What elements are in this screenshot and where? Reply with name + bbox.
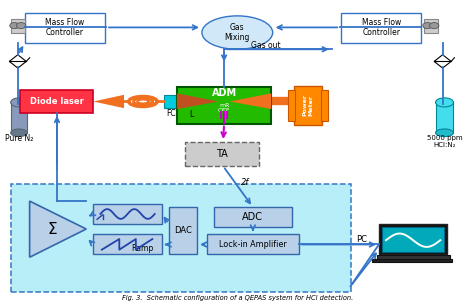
Text: Fig. 3.  Schematic configuration of a QEPAS system for HCl detection.: Fig. 3. Schematic configuration of a QEP… — [122, 295, 353, 301]
Circle shape — [10, 23, 19, 29]
Text: FC: FC — [166, 109, 175, 118]
Polygon shape — [9, 55, 26, 68]
Bar — [25, 13, 105, 43]
Bar — [93, 204, 162, 224]
Bar — [164, 95, 177, 108]
Polygon shape — [230, 93, 271, 109]
Text: PC: PC — [356, 235, 367, 243]
Polygon shape — [434, 55, 451, 68]
Ellipse shape — [11, 129, 27, 137]
Text: 2f: 2f — [241, 178, 249, 187]
Bar — [207, 235, 299, 254]
Bar — [376, 255, 450, 260]
Text: Mass Flow
Controller: Mass Flow Controller — [46, 18, 85, 37]
Bar — [93, 235, 162, 254]
Bar — [288, 90, 295, 120]
Bar — [11, 185, 351, 292]
Ellipse shape — [436, 129, 454, 137]
Ellipse shape — [11, 98, 27, 107]
Text: TA: TA — [216, 149, 228, 159]
Polygon shape — [93, 95, 124, 108]
Circle shape — [429, 23, 439, 29]
Bar — [11, 19, 25, 33]
Bar — [177, 87, 271, 124]
Text: Diode laser: Diode laser — [30, 97, 84, 106]
Bar — [382, 227, 444, 252]
Bar — [185, 142, 258, 166]
Bar — [321, 90, 328, 120]
Text: DAC: DAC — [174, 226, 192, 235]
Circle shape — [423, 23, 432, 29]
Text: ADM: ADM — [211, 88, 237, 98]
Bar — [379, 224, 447, 254]
Text: Power
Meter: Power Meter — [303, 95, 313, 117]
Text: Ramp: Ramp — [131, 244, 154, 253]
Circle shape — [17, 23, 26, 29]
Bar — [169, 207, 197, 254]
Polygon shape — [177, 93, 219, 109]
Text: ADC: ADC — [242, 212, 263, 222]
Ellipse shape — [436, 98, 454, 107]
Text: Mass Flow
Controller: Mass Flow Controller — [362, 18, 401, 37]
Text: Σ: Σ — [47, 221, 57, 236]
Bar — [11, 102, 27, 133]
Text: L: L — [190, 110, 194, 119]
Bar — [186, 95, 197, 109]
Bar — [20, 90, 93, 113]
Bar — [424, 19, 438, 33]
Text: Lock-in Amplifier: Lock-in Amplifier — [219, 240, 287, 249]
Bar — [436, 102, 454, 133]
Ellipse shape — [202, 16, 273, 49]
Text: QTF: QTF — [218, 108, 230, 113]
Bar — [372, 259, 452, 262]
Polygon shape — [29, 201, 86, 257]
Text: Gas
Mixing: Gas Mixing — [225, 23, 250, 42]
Bar — [214, 207, 292, 227]
Bar — [341, 13, 421, 43]
Text: Pure N₂: Pure N₂ — [5, 134, 33, 143]
Text: 5000 ppm
HCl:N₂: 5000 ppm HCl:N₂ — [427, 135, 462, 148]
Bar — [294, 86, 322, 125]
Text: Gas out: Gas out — [251, 41, 281, 50]
Text: mR: mR — [219, 103, 229, 108]
